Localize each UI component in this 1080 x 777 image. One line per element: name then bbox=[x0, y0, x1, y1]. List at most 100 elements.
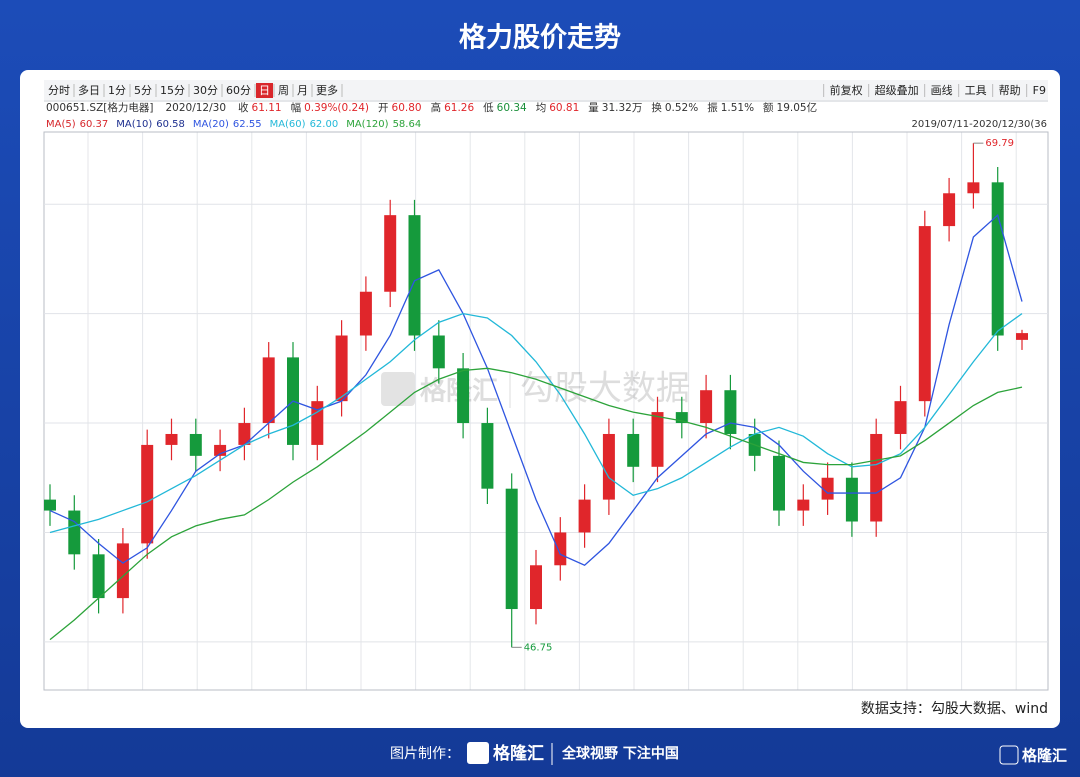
candle-body bbox=[335, 335, 348, 402]
candle-body bbox=[894, 401, 907, 434]
legend-value: 60.37 bbox=[80, 119, 109, 130]
ma-line bbox=[49, 367, 1023, 641]
tab[interactable]: 60分 bbox=[226, 84, 251, 97]
quote-value: 60.81 bbox=[549, 102, 579, 114]
candle-body bbox=[554, 532, 567, 566]
quote-label: 换 bbox=[651, 101, 662, 114]
candle-body bbox=[1016, 333, 1028, 340]
quote-label: 量 bbox=[588, 102, 599, 114]
candle-body bbox=[773, 455, 785, 511]
candle-body bbox=[578, 499, 591, 533]
slogan: 全球视野 下注中国 bbox=[561, 745, 679, 762]
high-label: 69.79 bbox=[985, 138, 1014, 149]
legend-name: MA(60) bbox=[270, 119, 306, 130]
candle-body bbox=[530, 565, 542, 610]
legend-value: 62.55 bbox=[233, 119, 262, 130]
toolbar bbox=[44, 80, 1048, 100]
quote-value: 60.80 bbox=[392, 102, 422, 114]
candle-body bbox=[675, 412, 688, 424]
candle-body bbox=[165, 433, 178, 445]
quote-value: 1.51% bbox=[721, 102, 754, 114]
panel bbox=[20, 70, 1060, 728]
tab-active-bg bbox=[256, 83, 273, 98]
candle-body bbox=[845, 477, 858, 522]
quote-label: 低 bbox=[483, 101, 494, 114]
watermark-icon bbox=[381, 372, 415, 406]
low-label: 46.75 bbox=[524, 642, 553, 653]
candle-body bbox=[68, 510, 81, 555]
quote-label: 高 bbox=[431, 101, 442, 114]
candle-body bbox=[481, 423, 494, 489]
ma-line bbox=[49, 312, 1023, 534]
tool[interactable]: 超级叠加 bbox=[875, 83, 919, 97]
brand: 格隆汇 bbox=[493, 743, 544, 764]
tab[interactable]: 分时 bbox=[48, 84, 70, 97]
ma-line bbox=[49, 213, 1023, 567]
legend-value: 62.00 bbox=[310, 119, 339, 130]
candle-body bbox=[189, 433, 202, 456]
plot-frame bbox=[43, 131, 1049, 691]
candle-body bbox=[384, 215, 397, 292]
legend-value: 60.58 bbox=[156, 119, 185, 130]
quote-label: 2020/12/30 bbox=[165, 102, 226, 114]
quote-label: 额 bbox=[763, 101, 774, 114]
legend-value: 58.64 bbox=[393, 119, 422, 130]
candle-body bbox=[627, 433, 640, 467]
candle-body bbox=[918, 226, 931, 402]
tab[interactable]: 15分 bbox=[160, 84, 185, 97]
corner-brand: 格隆汇 bbox=[1022, 747, 1067, 765]
tool[interactable]: 工具 bbox=[965, 84, 987, 97]
quote-label: 开 bbox=[378, 102, 389, 114]
candle-body bbox=[943, 193, 956, 227]
candle-body bbox=[432, 335, 445, 369]
tool[interactable]: 画线 bbox=[931, 83, 953, 97]
brand-icon bbox=[467, 742, 489, 764]
corner-icon bbox=[999, 745, 1019, 765]
candle-body bbox=[44, 499, 56, 511]
candle-body bbox=[116, 543, 129, 599]
quote-label: 幅 bbox=[291, 101, 302, 114]
candle-body bbox=[262, 357, 275, 424]
tab[interactable]: 多日 bbox=[78, 83, 100, 97]
candle-body bbox=[700, 390, 713, 424]
candle-body bbox=[991, 182, 1004, 336]
tab[interactable]: 30分 bbox=[193, 84, 218, 97]
quote-value: 61.11 bbox=[252, 102, 282, 114]
tab[interactable]: 月 bbox=[297, 84, 308, 97]
tab[interactable]: 周 bbox=[278, 84, 289, 97]
date-range: 2019/07/11-2020/12/30(36 bbox=[911, 119, 1047, 130]
quote-value: 0.52% bbox=[665, 102, 698, 114]
quote-label: 均 bbox=[536, 102, 547, 114]
quote-label: 收 bbox=[238, 101, 249, 114]
quote-value: 19.05亿 bbox=[777, 101, 818, 114]
source: 数据支持：勾股大数据、wind bbox=[861, 701, 1048, 717]
tool[interactable]: 前复权 bbox=[830, 83, 863, 97]
quote-value: 0.39%(0.24) bbox=[304, 102, 369, 114]
legend-name: MA(10) bbox=[116, 119, 152, 130]
tab[interactable]: 更多 bbox=[316, 83, 338, 97]
tab[interactable]: 5分 bbox=[134, 84, 152, 97]
legend-name: MA(120) bbox=[346, 119, 388, 130]
tab[interactable]: 日 bbox=[259, 84, 270, 97]
candle-body bbox=[214, 444, 227, 456]
page-title: 格力股价走势 bbox=[459, 23, 621, 54]
candle-body bbox=[408, 215, 421, 336]
tab[interactable]: 1分 bbox=[108, 84, 126, 97]
quote-label: 振 bbox=[707, 101, 718, 114]
quote-value: 61.26 bbox=[444, 102, 474, 114]
watermark-text: 勾股大数据 bbox=[520, 369, 690, 409]
tool[interactable]: 帮助 bbox=[999, 83, 1021, 97]
quote-label: 000651.SZ[格力电器] bbox=[46, 101, 153, 114]
made-by: 图片制作： bbox=[390, 746, 460, 762]
tool[interactable]: F9 bbox=[1033, 84, 1046, 97]
candle-body bbox=[505, 488, 518, 610]
quote-value: 31.32万 bbox=[602, 102, 643, 114]
candle-body bbox=[821, 477, 834, 500]
candle-body bbox=[797, 499, 810, 511]
candle-body bbox=[651, 412, 664, 467]
quote-value: 60.34 bbox=[497, 102, 527, 114]
candle-body bbox=[457, 368, 470, 424]
candle-body bbox=[311, 401, 324, 445]
candle-body bbox=[238, 423, 251, 445]
